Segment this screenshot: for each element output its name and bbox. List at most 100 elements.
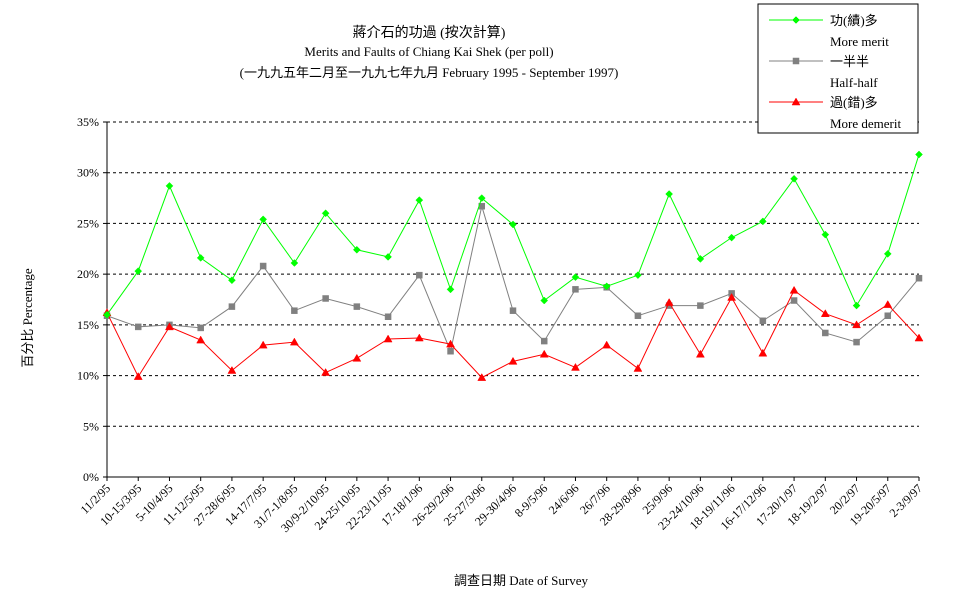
legend-label: 功(績)多 [830, 13, 878, 28]
data-point [228, 276, 236, 285]
data-point [165, 182, 174, 190]
data-point [853, 338, 860, 346]
legend-box [757, 3, 919, 134]
data-point [352, 353, 362, 362]
y-tick-labels: 0% 5% 10% 15% 20% 25% 30% 35% [77, 115, 99, 484]
data-point [134, 323, 142, 331]
data-point [727, 233, 736, 242]
data-point [602, 340, 612, 349]
chart-subtitle: Merits and Faults of Chiang Kai Shek (pe… [304, 44, 553, 59]
y-tick-label: 15% [77, 318, 99, 332]
data-point [197, 324, 204, 332]
data-point [571, 362, 580, 371]
y-tick-label: 35% [77, 115, 99, 129]
data-point [792, 57, 800, 65]
x-axis-label: 調查日期 Date of Survey [454, 573, 588, 588]
data-point [759, 317, 767, 325]
data-point [914, 333, 924, 342]
data-point [790, 174, 798, 183]
chart-subtitle-period: (一九九五年二月至一九九七年九月 February 1995 - Septemb… [240, 65, 619, 80]
data-point [384, 313, 392, 320]
data-point [695, 349, 705, 358]
data-point [789, 285, 799, 294]
data-point [352, 245, 361, 254]
data-point [508, 356, 518, 365]
data-point [792, 16, 800, 24]
chart-title: 蔣介石的功過 (按次計算) [353, 25, 506, 41]
y-axis-label: 百分比 Percentage [20, 268, 35, 368]
series-more-merit [103, 150, 923, 319]
legend-label-en: More demerit [830, 116, 902, 131]
data-point [447, 347, 454, 355]
data-point [134, 267, 143, 275]
data-point [196, 254, 205, 262]
data-point [697, 302, 704, 309]
data-point [758, 348, 768, 357]
legend-item: 過(錯)多 More demerit [769, 95, 902, 131]
data-point [820, 309, 830, 317]
data-point [664, 298, 674, 306]
data-point [415, 196, 424, 204]
legend: 功(績)多 More merit 一半半 Half-half 過(錯)多 More dem… [757, 3, 919, 134]
data-point [822, 329, 829, 337]
x-tick-label: 2-3/9/97 [886, 481, 925, 520]
data-point [477, 373, 487, 381]
data-point [227, 365, 237, 374]
data-point [790, 297, 798, 304]
legend-item: 一半半 Half-half [769, 54, 878, 90]
data-point [133, 372, 143, 380]
y-tick-label: 25% [77, 216, 99, 230]
data-point [540, 296, 549, 305]
data-point [509, 220, 517, 229]
legend-label: 過(錯)多 [830, 95, 878, 110]
y-tick-label: 0% [83, 470, 99, 484]
data-point [416, 271, 423, 279]
data-point [291, 307, 298, 314]
data-point [572, 286, 579, 293]
data-point [321, 368, 331, 376]
data-point [383, 334, 393, 343]
legend-item: 功(績)多 More merit [769, 13, 889, 49]
data-point [384, 253, 392, 261]
data-point [446, 339, 455, 348]
data-point [634, 312, 642, 319]
y-tick-label: 20% [77, 267, 99, 281]
data-point [258, 340, 268, 349]
data-point [540, 337, 548, 345]
data-point [883, 250, 892, 258]
data-point [571, 273, 580, 282]
y-tick-label: 10% [77, 369, 99, 383]
data-point [165, 322, 174, 331]
y-tick-label: 5% [83, 419, 99, 433]
data-point [915, 274, 923, 282]
data-point [883, 300, 893, 308]
data-point [259, 262, 267, 270]
data-point [259, 215, 268, 224]
series-more-demerit [102, 285, 924, 381]
x-tick-label: 24/6/96 [546, 481, 582, 517]
data-point [290, 259, 299, 267]
data-point [634, 271, 642, 280]
series-lines [102, 150, 924, 381]
data-point [852, 320, 861, 329]
data-point [821, 230, 830, 239]
data-point [696, 255, 705, 263]
data-point [446, 285, 455, 294]
legend-label-en: Half-half [830, 75, 878, 90]
data-point [602, 282, 611, 291]
x-tick-labels: 11/2/9510-15/3/955-10/4/9511-12/5/9527-2… [78, 481, 926, 535]
y-tick-label: 30% [77, 166, 99, 180]
x-tick-label: 8-9/5/96 [512, 481, 551, 520]
legend-label-en: More merit [830, 34, 889, 49]
gridlines [107, 121, 919, 427]
data-point [852, 301, 861, 310]
data-point [289, 337, 299, 346]
data-point [665, 190, 674, 198]
data-point [414, 333, 424, 342]
data-point [196, 335, 206, 344]
data-point [758, 217, 767, 226]
data-point [727, 292, 737, 301]
axes [103, 121, 920, 481]
